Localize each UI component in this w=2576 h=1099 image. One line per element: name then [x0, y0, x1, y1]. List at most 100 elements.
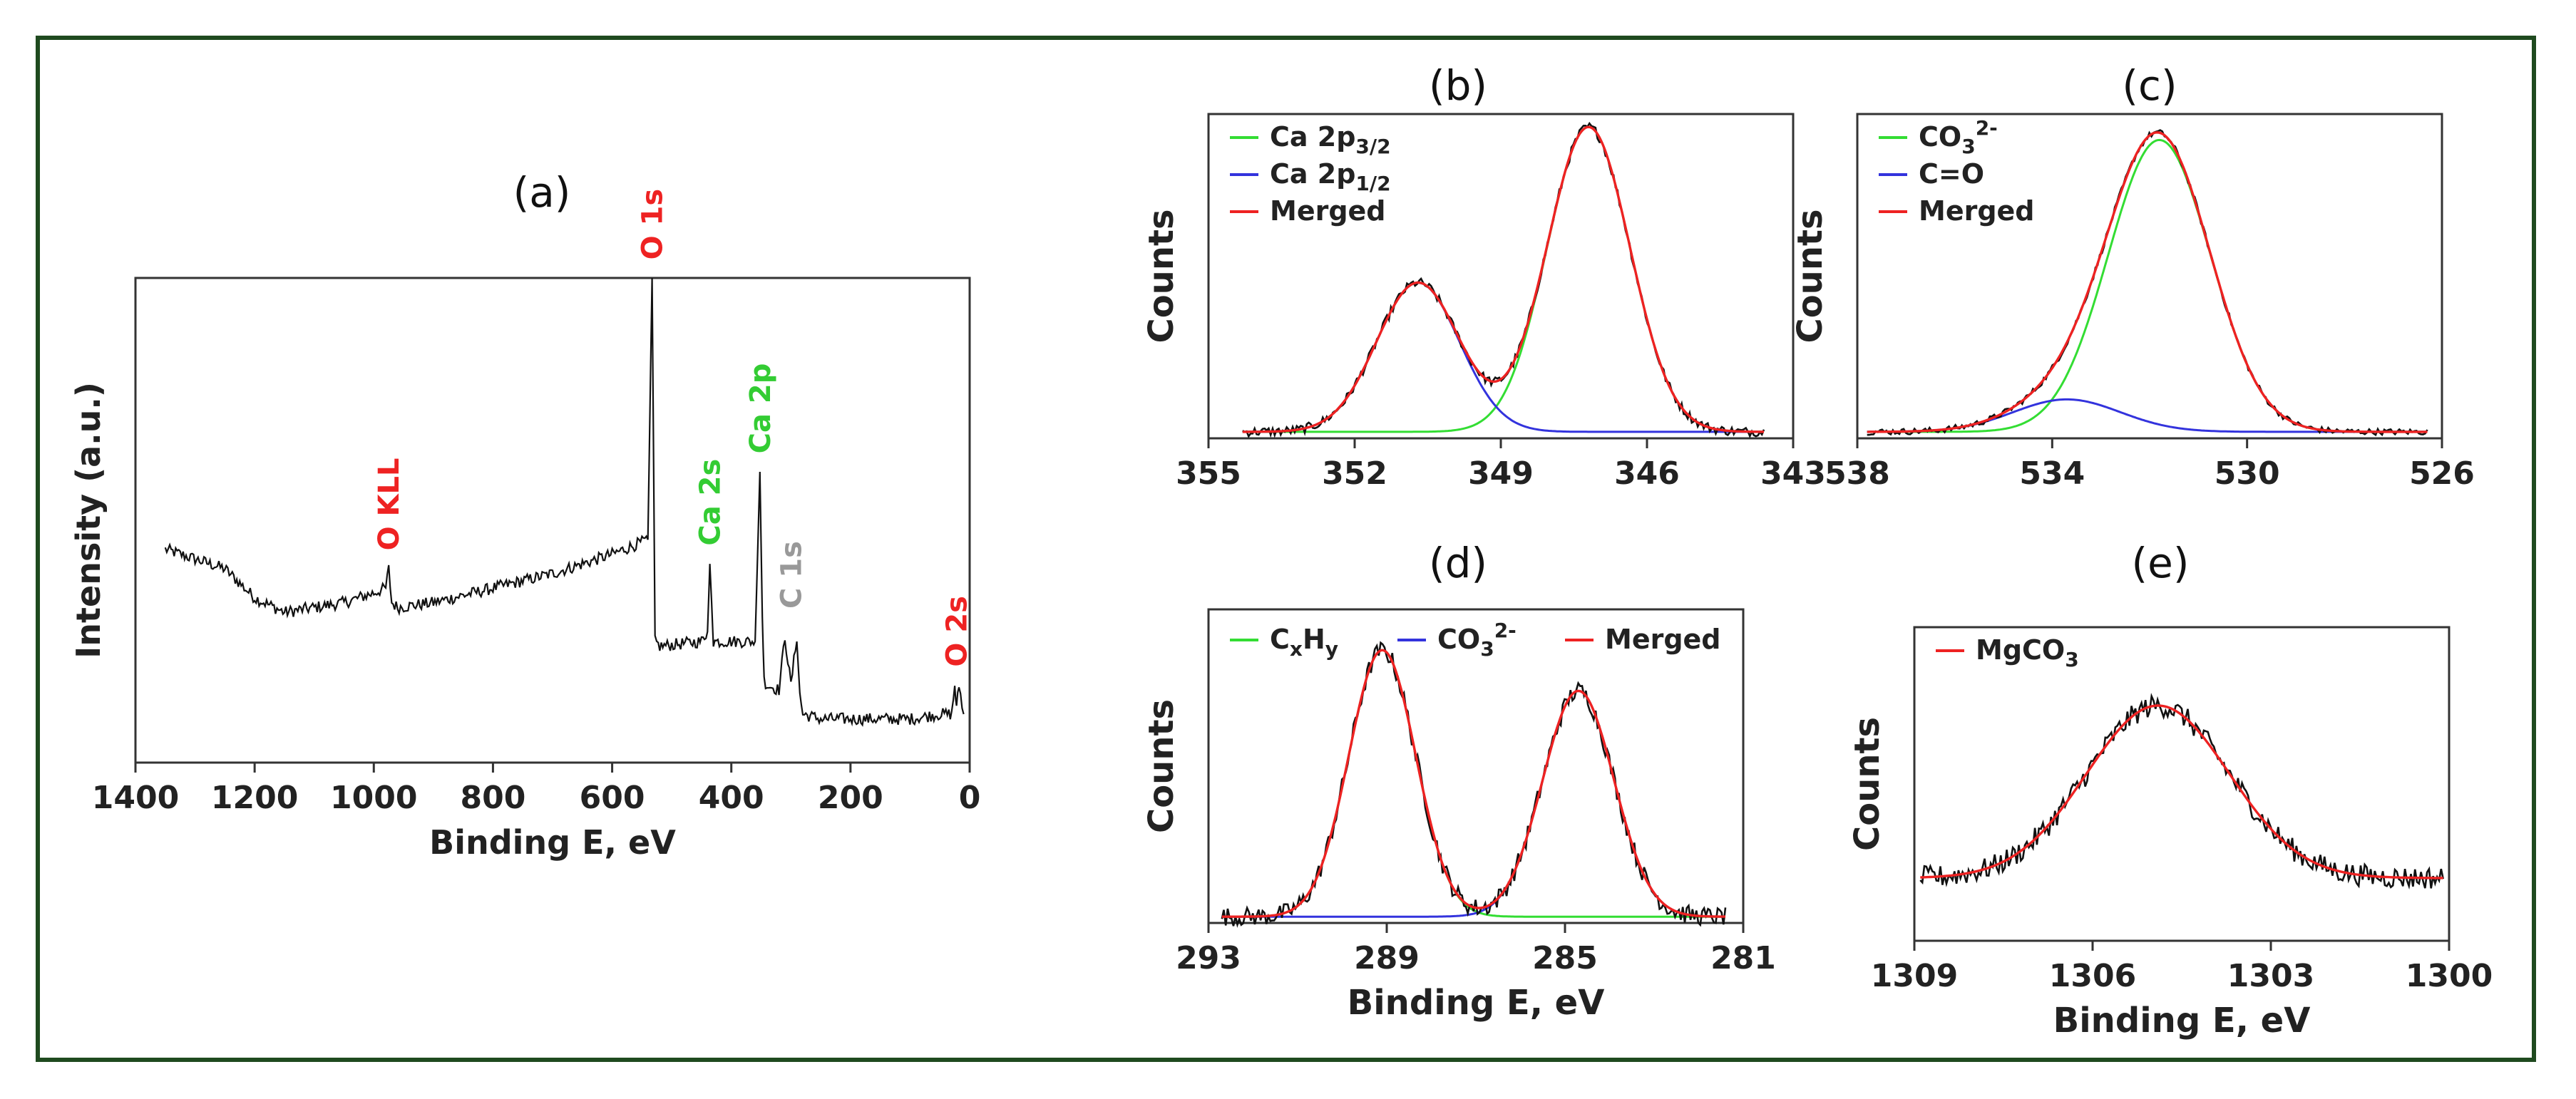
peak-annotation: O 2s [941, 596, 974, 667]
x-tick-label-b: 346 [1614, 455, 1680, 492]
merged-fit-line-c [1867, 131, 2428, 433]
plot-area-d [1207, 608, 1745, 924]
x-tick-label-b: 343 [1760, 455, 1826, 492]
panel-d: (d) 293 289 285 281 Binding E, eV Counts CxHy CO… [1141, 539, 1776, 1023]
panel-a: (a) 1400 1200 1000 800 600 400 200 0 Binding E, e… [69, 168, 980, 862]
legend-subscript: 3 [2065, 648, 2078, 671]
merged-fit-line-d [1221, 649, 1725, 918]
raw-data-line-d [1221, 641, 1727, 928]
y-axis-label-d: Counts [1141, 699, 1181, 833]
y-axis-label-a: Intensity (a.u.) [69, 382, 108, 659]
panel-b: (b) 355 352 349 346 343 Counts Ca 2p3/2Ca 2p1/2… [1141, 61, 1826, 492]
x-tick-label-a: 1000 [330, 780, 417, 816]
legend-label-c: Merged [1919, 195, 2035, 227]
x-tick-label-e: 1306 [2049, 958, 2136, 994]
legend-subscript: 3 [1961, 135, 1975, 158]
figure-frame [36, 36, 2536, 1062]
legend-text: C=O [1919, 158, 1984, 190]
x-tick-label-a: 800 [460, 780, 525, 816]
legend-text: CO [1437, 624, 1480, 655]
legend-label-d: Merged [1605, 624, 1721, 655]
legend-label-d: CxHy [1270, 624, 1338, 661]
peak-annotation: O KLL [373, 458, 406, 550]
legend-subscript: 3 [1480, 637, 1494, 661]
x-tick-label-e: 1309 [1871, 958, 1958, 994]
peak-annotation: O 1s [637, 189, 669, 260]
legend-label-c: CO32- [1919, 116, 1998, 158]
legend-superscript: 2- [1494, 619, 1517, 642]
legend-label-b: Ca 2p3/2 [1270, 121, 1391, 158]
panel-e: (e) 1309 1306 1303 1300 Binding E, eV Counts Mg… [1847, 539, 2493, 1041]
x-tick-label-d: 281 [1710, 940, 1776, 976]
x-tick-label-b: 352 [1322, 455, 1387, 492]
panel-title-e: (e) [2132, 539, 2190, 587]
plot-area-a [134, 277, 971, 764]
x-tick-label-d: 293 [1176, 940, 1241, 976]
legend-text: Merged [1605, 624, 1721, 655]
x-tick-label-b: 355 [1176, 455, 1241, 492]
legend-text: Merged [1919, 195, 2035, 227]
legend-subscript: y [1325, 637, 1338, 661]
legend-label-e: MgCO3 [1976, 634, 2079, 671]
legend-text: MgCO [1976, 634, 2065, 666]
raw-data-line-e [1919, 693, 2444, 890]
y-axis-label-c: Counts [1790, 209, 1830, 343]
peak-annotation: C 1s [775, 541, 808, 609]
fit-component-d [1221, 690, 1725, 918]
x-tick-label-a: 600 [580, 780, 645, 816]
x-tick-label-c: 530 [2215, 455, 2280, 492]
legend-text: H [1303, 624, 1325, 655]
legend-text: Ca 2p [1270, 158, 1355, 190]
peak-annotation: Ca 2s [694, 459, 727, 546]
x-tick-label-c: 538 [1825, 455, 1890, 492]
legend-label-b: Merged [1270, 195, 1386, 227]
fit-component-d [1221, 649, 1725, 918]
y-axis-label-e: Counts [1847, 717, 1887, 851]
legend-text: CO [1919, 121, 1961, 153]
legend-subscript: 3/2 [1355, 135, 1390, 158]
legend-superscript: 2- [1976, 116, 1998, 140]
x-tick-label-a: 0 [959, 780, 981, 816]
legend-d: CxHy CO32- Merged [1230, 619, 1721, 661]
x-tick-label-a: 1400 [92, 780, 179, 816]
x-tick-label-d: 289 [1354, 940, 1420, 976]
merged-fit-line-e [1920, 704, 2443, 879]
x-tick-label-c: 534 [2019, 455, 2085, 492]
legend-e: MgCO3 [1936, 634, 2079, 671]
peak-annotation: Ca 2p [744, 363, 777, 454]
legend-label-c: C=O [1919, 158, 1984, 190]
y-axis-label-b: Counts [1141, 209, 1181, 343]
plot-area-e [1913, 626, 2451, 942]
x-tick-label-c: 526 [2409, 455, 2475, 492]
panel-title-a: (a) [513, 168, 571, 217]
fit-component-b [1242, 282, 1764, 433]
legend-subscript: 1/2 [1355, 172, 1390, 195]
legend-label-b: Ca 2p1/2 [1270, 158, 1391, 195]
x-tick-label-b: 349 [1468, 455, 1534, 492]
x-tick-label-a: 200 [818, 780, 883, 816]
merged-fit-line-b [1242, 125, 1764, 433]
x-tick-label-a: 400 [699, 780, 764, 816]
x-tick-label-a: 1200 [211, 780, 298, 816]
panel-title-c: (c) [2122, 61, 2177, 110]
legend-subscript: x [1290, 637, 1303, 661]
legend-text: C [1270, 624, 1290, 655]
x-axis-label-e: Binding E, eV [2053, 1001, 2311, 1041]
fit-component-c [1867, 398, 2428, 433]
x-axis-label-a: Binding E, eV [429, 823, 676, 862]
panel-title-d: (d) [1429, 539, 1487, 587]
legend-text: Ca 2p [1270, 121, 1355, 153]
x-axis-label-d: Binding E, eV [1348, 983, 1605, 1023]
x-tick-label-e: 1303 [2227, 958, 2314, 994]
plot-area-c [1856, 113, 2443, 440]
legend-text: Merged [1270, 195, 1386, 227]
panel-title-b: (b) [1429, 61, 1487, 110]
x-tick-label-d: 285 [1532, 940, 1598, 976]
legend-label-d: CO32- [1437, 619, 1517, 661]
x-tick-label-e: 1300 [2406, 958, 2493, 994]
survey-spectrum-line [164, 277, 965, 727]
